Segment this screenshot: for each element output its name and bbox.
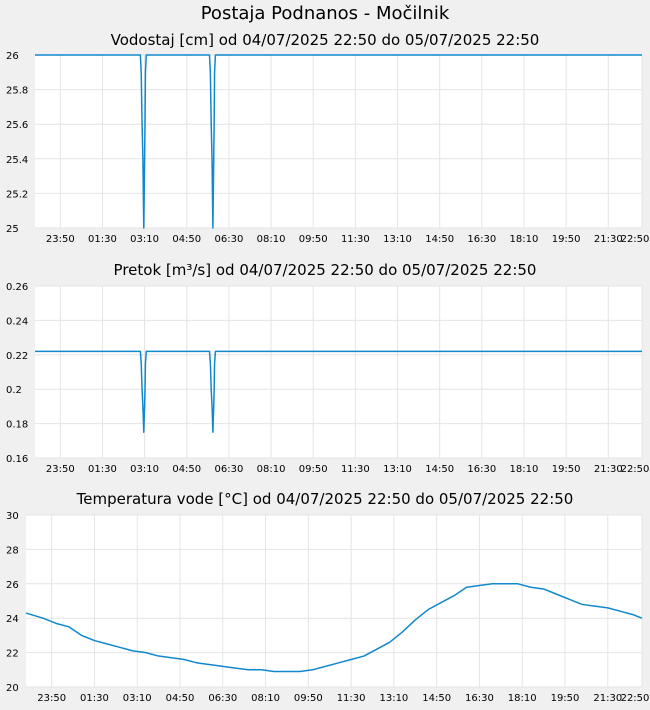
- x-tick-label: 14:50: [425, 464, 454, 475]
- x-tick-label: 23:50: [46, 234, 75, 245]
- x-tick-label: 23:50: [37, 693, 66, 704]
- chart-title-water-temperature: Temperatura vode [°C] od 04/07/2025 22:5…: [76, 490, 574, 508]
- x-tick-label: 03:10: [130, 234, 159, 245]
- x-tick-label: 19:50: [552, 464, 581, 475]
- x-tick-label: 23:50: [46, 464, 75, 475]
- x-tick-label: 21:30: [594, 464, 623, 475]
- y-tick-label: 25.4: [6, 155, 28, 166]
- page-title: Postaja Podnanos - Močilnik: [200, 3, 450, 24]
- y-tick-label: 26: [6, 580, 19, 591]
- x-tick-label: 11:30: [341, 464, 370, 475]
- x-tick-label: 03:10: [130, 464, 159, 475]
- plot-area: [35, 55, 642, 228]
- y-tick-label: 26: [6, 51, 19, 62]
- y-tick-label: 0.18: [6, 420, 28, 431]
- chart-title-water-level: Vodostaj [cm] od 04/07/2025 22:50 do 05/…: [110, 31, 540, 49]
- y-tick-label: 25.8: [6, 86, 28, 97]
- x-tick-label: 04:50: [172, 464, 201, 475]
- series-line: [25, 583, 643, 673]
- y-tick-label: 30: [6, 511, 19, 522]
- x-tick-label: 03:10: [123, 693, 152, 704]
- x-tick-label: 16:30: [465, 693, 494, 704]
- series-line: [35, 54, 642, 229]
- x-tick-label: 01:30: [88, 234, 117, 245]
- x-tick-label: 08:10: [251, 693, 280, 704]
- x-tick-label: 08:10: [257, 464, 286, 475]
- y-tick-label: 0.22: [6, 351, 28, 362]
- x-tick-label: 13:10: [383, 464, 412, 475]
- y-tick-label: 25.2: [6, 189, 28, 200]
- x-tick-label: 21:30: [594, 234, 623, 245]
- x-tick-label: 14:50: [422, 693, 451, 704]
- series-line: [35, 350, 642, 433]
- y-tick-label: 24: [6, 614, 19, 625]
- y-tick-label: 0.26: [6, 282, 28, 293]
- x-tick-label: 21:30: [593, 693, 622, 704]
- x-tick-label: 14:50: [425, 234, 454, 245]
- x-tick-label: 11:30: [337, 693, 366, 704]
- x-tick-label: 22:50: [621, 693, 650, 704]
- x-tick-label: 22:50: [621, 234, 650, 245]
- y-tick-label: 22: [6, 649, 19, 660]
- y-tick-label: 25.6: [6, 120, 28, 131]
- y-tick-label: 20: [6, 683, 19, 694]
- x-tick-label: 09:50: [294, 693, 323, 704]
- x-tick-label: 01:30: [80, 693, 109, 704]
- x-tick-label: 19:50: [551, 693, 580, 704]
- x-tick-label: 16:30: [467, 234, 496, 245]
- x-tick-label: 19:50: [552, 234, 581, 245]
- y-tick-label: 28: [6, 545, 19, 556]
- x-tick-label: 18:10: [510, 234, 539, 245]
- plot-area: [35, 286, 642, 458]
- x-tick-label: 04:50: [166, 693, 195, 704]
- plot-area: [26, 515, 642, 687]
- x-tick-label: 06:30: [208, 693, 237, 704]
- x-tick-label: 18:10: [510, 464, 539, 475]
- y-tick-label: 0.24: [6, 316, 28, 327]
- x-tick-label: 18:10: [508, 693, 537, 704]
- x-tick-label: 06:30: [214, 464, 243, 475]
- chart-discharge: 0.16 0.18 0.2 0.22 0.24 0.26 23:50 01:30 03:10 04…: [6, 282, 650, 475]
- x-tick-label: 04:50: [172, 234, 201, 245]
- x-tick-label: 08:10: [257, 234, 286, 245]
- x-tick-label: 13:10: [383, 234, 412, 245]
- x-tick-label: 13:10: [379, 693, 408, 704]
- x-tick-label: 09:50: [299, 234, 328, 245]
- x-tick-label: 06:30: [214, 234, 243, 245]
- y-tick-label: 0.2: [6, 385, 22, 396]
- y-tick-label: 25: [6, 224, 19, 235]
- x-tick-label: 22:50: [621, 464, 650, 475]
- chart-title-discharge: Pretok [m³/s] od 04/07/2025 22:50 do 05/…: [113, 261, 537, 279]
- x-tick-label: 01:30: [88, 464, 117, 475]
- x-tick-label: 09:50: [299, 464, 328, 475]
- chart-water-level: 25 25.2 25.4 25.6 25.8 26 23:50 01:30 03:10 04:50…: [6, 51, 650, 245]
- x-tick-label: 11:30: [341, 234, 370, 245]
- x-tick-label: 16:30: [467, 464, 496, 475]
- y-tick-label: 0.16: [6, 454, 28, 465]
